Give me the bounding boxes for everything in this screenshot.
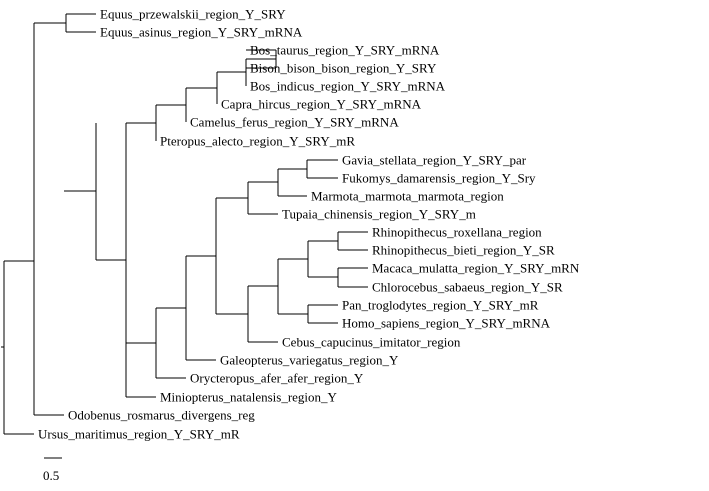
scale-bar-label: 0.5	[43, 468, 59, 483]
leaf-label-rhinopithecus_bieti: Rhinopithecus_bieti_region_Y_SR	[372, 243, 555, 258]
leaf-label-capra_hircus: Capra_hircus_region_Y_SRY_mRNA	[221, 97, 422, 112]
leaf-label-orycteropus_afer: Orycteropus_afer_afer_region_Y	[190, 371, 364, 386]
leaf-label-rhinopithecus_roxellana: Rhinopithecus_roxellana_region	[372, 225, 542, 240]
leaf-label-camelus_ferus: Camelus_ferus_region_Y_SRY_mRNA	[190, 115, 399, 130]
leaf-label-ursus_maritimus: Ursus_maritimus_region_Y_SRY_mR	[38, 427, 240, 442]
leaf-label-macaca_mulatta: Macaca_mulatta_region_Y_SRY_mRN	[372, 261, 580, 276]
leaf-label-pan_troglodytes: Pan_troglodytes_region_Y_SRY_mR	[342, 298, 539, 313]
leaf-label-gavia_stellata: Gavia_stellata_region_Y_SRY_par	[342, 153, 527, 168]
scale-bar: 0.5	[43, 457, 62, 483]
tree-leaf-labels: Equus_przewalskii_region_Y_SRY Equus_asin…	[38, 7, 580, 442]
leaf-label-equus_asinus: Equus_asinus_region_Y_SRY_mRNA	[100, 25, 303, 40]
leaf-label-equus_przewalskii: Equus_przewalskii_region_Y_SRY	[100, 7, 286, 22]
leaf-label-fukomys_damarensis: Fukomys_damarensis_region_Y_Sry	[342, 171, 536, 186]
leaf-label-miniopterus_natalensis: Miniopterus_natalensis_region_Y	[160, 390, 338, 405]
tree-branches	[1, 13, 368, 435]
leaf-label-bison_bison: Bison_bison_bison_region_Y_SRY	[250, 61, 437, 76]
leaf-label-cebus_capucinus: Cebus_capucinus_imitator_region	[282, 335, 461, 350]
leaf-label-tupaia_chinensis: Tupaia_chinensis_region_Y_SRY_m	[282, 207, 476, 222]
leaf-label-marmota_marmota: Marmota_marmota_marmota_region	[311, 189, 504, 204]
leaf-label-bos_taurus: Bos_taurus_region_Y_SRY_mRNA	[250, 43, 440, 58]
leaf-label-pteropus_alecto: Pteropus_alecto_region_Y_SRY_mR	[160, 134, 355, 149]
leaf-label-bos_indicus: Bos_indicus_region_Y_SRY_mRNA	[250, 79, 446, 94]
leaf-label-galeopterus_variegatus: Galeopterus_variegatus_region_Y	[220, 353, 399, 368]
leaf-label-odobenus_rosmarus: Odobenus_rosmarus_divergens_reg	[68, 408, 255, 423]
leaf-label-homo_sapiens: Homo_sapiens_region_Y_SRY_mRNA	[342, 316, 551, 331]
leaf-label-chlorocebus_sabaeus: Chlorocebus_sabaeus_region_Y_SR	[372, 280, 563, 295]
